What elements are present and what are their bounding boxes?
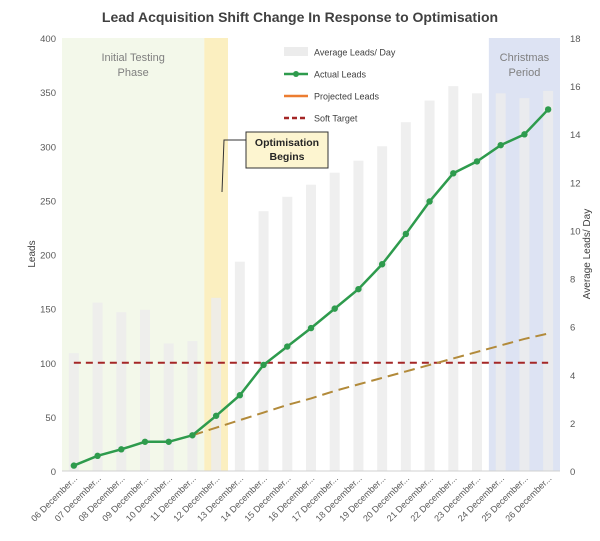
actual-leads-point-14 bbox=[402, 230, 410, 238]
annotation-leader-line bbox=[221, 139, 246, 193]
bar-avg-leads-18 bbox=[495, 93, 506, 472]
actual-leads-point-7 bbox=[236, 392, 244, 399]
bar-avg-leads-9 bbox=[282, 196, 293, 471]
actual-leads-point-4 bbox=[165, 438, 172, 445]
actual-leads-point-13 bbox=[378, 261, 386, 268]
actual-leads-point-10 bbox=[307, 324, 315, 332]
annotation-text-0: Optimisation bbox=[255, 137, 319, 149]
bar-avg-leads-7 bbox=[234, 261, 245, 471]
actual-leads-point-15 bbox=[426, 198, 433, 205]
chart-title: Lead Acquisition Shift Change In Respons… bbox=[102, 9, 498, 25]
left-tick-350: 350 bbox=[40, 88, 56, 99]
bar-avg-leads-17 bbox=[472, 93, 482, 472]
actual-leads-point-9 bbox=[284, 343, 291, 350]
right-tick-8: 8 bbox=[570, 275, 575, 286]
bar-avg-leads-19 bbox=[519, 98, 530, 471]
region-band-0 bbox=[62, 38, 205, 471]
projected-leads-line bbox=[192, 332, 549, 437]
bar-avg-leads-14 bbox=[400, 122, 411, 471]
actual-leads-point-12 bbox=[355, 285, 362, 293]
left-tick-400: 400 bbox=[40, 34, 56, 45]
bar-avg-leads-3 bbox=[140, 309, 150, 471]
right-tick-16: 16 bbox=[570, 82, 581, 93]
bar-avg-leads-0 bbox=[68, 353, 79, 471]
legend-swatch-avg-leads bbox=[284, 47, 308, 56]
right-tick-12: 12 bbox=[570, 178, 581, 189]
legend-label-0: Average Leads/ Day bbox=[314, 48, 396, 58]
actual-leads-point-11 bbox=[331, 305, 338, 312]
bar-avg-leads-13 bbox=[377, 146, 388, 471]
right-tick-18: 18 bbox=[570, 34, 581, 45]
region-label-0-0: Initial Testing bbox=[101, 52, 164, 64]
left-tick-50: 50 bbox=[45, 413, 56, 424]
right-tick-0: 0 bbox=[570, 467, 575, 478]
legend-label-1: Actual Leads bbox=[314, 70, 367, 80]
actual-leads-point-19 bbox=[521, 131, 528, 138]
actual-leads-point-16 bbox=[450, 170, 457, 177]
actual-leads-point-20 bbox=[544, 106, 552, 113]
bar-avg-leads-11 bbox=[329, 172, 340, 471]
bar-avg-leads-1 bbox=[92, 302, 103, 471]
bar-avg-leads-4 bbox=[163, 343, 174, 471]
region-label-2-1: Period bbox=[509, 67, 541, 79]
bar-avg-leads-15 bbox=[424, 100, 435, 472]
actual-leads-point-5 bbox=[189, 432, 196, 439]
bar-avg-leads-6 bbox=[211, 297, 222, 471]
right-axis-title: Average Leads/ Day bbox=[582, 209, 593, 299]
legend-label-2: Projected Leads bbox=[314, 92, 380, 102]
actual-leads-point-1 bbox=[94, 452, 101, 460]
left-tick-250: 250 bbox=[40, 196, 56, 207]
actual-leads-point-0 bbox=[70, 462, 78, 469]
left-tick-200: 200 bbox=[40, 251, 56, 262]
left-tick-150: 150 bbox=[40, 305, 56, 316]
bar-avg-leads-5 bbox=[187, 341, 198, 471]
actual-leads-point-18 bbox=[497, 141, 504, 149]
left-tick-100: 100 bbox=[40, 359, 56, 370]
left-tick-0: 0 bbox=[51, 467, 56, 478]
right-tick-2: 2 bbox=[570, 419, 575, 430]
left-axis-title: Leads bbox=[27, 240, 38, 267]
bar-avg-leads-16 bbox=[448, 86, 459, 471]
right-tick-4: 4 bbox=[570, 371, 575, 382]
legend-label-3: Soft Target bbox=[314, 114, 358, 124]
actual-leads-point-17 bbox=[473, 158, 481, 165]
legend-marker-actual-leads bbox=[293, 71, 299, 77]
actual-leads-point-3 bbox=[141, 438, 149, 445]
right-tick-6: 6 bbox=[570, 323, 575, 334]
bar-avg-leads-12 bbox=[353, 160, 364, 471]
bar-avg-leads-8 bbox=[258, 211, 269, 471]
actual-leads-point-2 bbox=[118, 446, 125, 453]
annotation-text-1: Begins bbox=[269, 151, 304, 163]
region-label-2-0: Christmas bbox=[500, 52, 550, 64]
bar-avg-leads-20 bbox=[543, 90, 554, 471]
right-tick-10: 10 bbox=[570, 226, 581, 237]
annotation-box bbox=[245, 131, 329, 169]
region-label-0-1: Phase bbox=[118, 67, 149, 79]
right-tick-14: 14 bbox=[570, 130, 581, 141]
actual-leads-point-8 bbox=[260, 361, 267, 369]
left-tick-300: 300 bbox=[40, 142, 56, 153]
bar-avg-leads-2 bbox=[116, 312, 127, 471]
actual-leads-point-6 bbox=[212, 412, 220, 419]
